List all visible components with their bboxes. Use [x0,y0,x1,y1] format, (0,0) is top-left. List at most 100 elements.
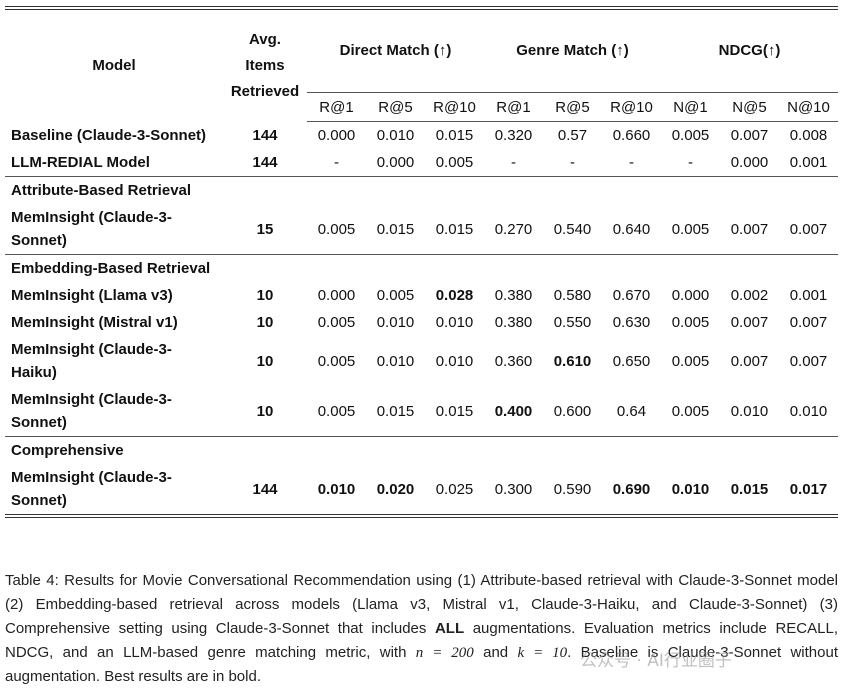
cell: 0.000 [317,287,356,304]
cell: 0.001 [789,154,828,171]
cell: - [629,154,634,171]
cell: 0.000 [730,154,769,171]
cell: 0.007 [789,220,828,238]
cell: 0.005 [671,314,710,331]
cell: 0.015 [435,402,474,420]
cell: 0.010 [317,480,356,498]
metric-header: R@10 [602,92,661,122]
cell: 0.010 [435,314,474,331]
cell: - [688,154,693,171]
cell: 15 [256,220,274,238]
cell: 0.650 [612,352,651,370]
column-header: NDCG(↑) [718,42,781,59]
section-label: Attribute-Based Retrieval [5,176,838,204]
caption: Table 4: Results for Movie Conversationa… [5,569,838,689]
cell: 0.600 [553,402,592,420]
data-row: LLM-REDIAL Model 144 - 0.000 0.005 - - - - 0.000 0… [5,149,838,177]
cell: 0.005 [317,402,356,420]
model-name: LLM-REDIAL Model [11,154,150,171]
cell: 0.005 [671,220,710,238]
metric-header: R@1 [307,92,366,122]
cell: 0.660 [612,127,651,144]
section-label: Comprehensive [5,436,838,464]
cell: 0.005 [671,127,710,144]
cell: 0.002 [730,287,769,304]
cell: 0.270 [494,220,533,238]
cell: 0.630 [612,314,651,331]
cell: 0.640 [612,220,651,238]
data-row: MemInsight (Claude-3-Haiku) 10 0.005 0.010 0… [5,336,838,386]
cell: 0.007 [730,220,769,238]
cell: 0.007 [730,352,769,370]
data-row: MemInsight (Claude-3-Sonnet) 10 0.005 0.015… [5,386,838,437]
cell: 0.010 [435,352,474,370]
model-name: MemInsight (Claude-3-Sonnet) [11,469,172,509]
subheader-row: R@1 R@5 R@10 R@1 R@5 R@10 N@1 N@5 N@10 [5,92,838,122]
cell: 10 [256,314,274,331]
cell: 0.380 [494,287,533,304]
cell: 0.590 [553,480,592,498]
section-label: Embedding-Based Retrieval [5,254,838,282]
cell: 0.010 [376,352,415,370]
cell: 0.540 [553,220,592,238]
caption-text: and [473,644,518,661]
metric-header: R@5 [543,92,602,122]
cell: 0.380 [494,314,533,331]
metric-header: N@1 [661,92,720,122]
cell: 0.015 [376,220,415,238]
cell: 0.005 [317,314,356,331]
caption-text: . Baseline is Claude-3-Sonnet without au… [5,644,838,685]
data-row: Baseline (Claude-3-Sonnet) 144 0.000 0.010 0… [5,122,838,150]
cell: 0.010 [789,402,828,420]
data-row: MemInsight (Mistral v1) 10 0.005 0.010 0.010… [5,309,838,336]
cell: 0.007 [789,314,828,331]
model-name: MemInsight (Claude-3-Sonnet) [11,209,172,249]
cell: 0.550 [553,314,592,331]
metric-header: N@10 [779,92,838,122]
section-row: Comprehensive [5,436,838,464]
model-name: Baseline (Claude-3-Sonnet) [11,126,207,144]
cell: 0.64 [616,402,647,420]
cell: 0.015 [435,127,474,144]
metric-header: R@10 [425,92,484,122]
cell: 0.320 [494,127,533,144]
cell: 10 [256,352,274,370]
cell: - [570,154,575,171]
cell: 0.007 [730,127,769,144]
cell: 0.025 [435,480,474,498]
metric-header: R@5 [366,92,425,122]
column-header: Genre Match (↑) [516,42,629,59]
data-row: MemInsight (Claude-3-Sonnet) 15 0.005 0.015… [5,204,838,255]
cell: 0.015 [730,480,769,498]
cell: 0.010 [730,402,769,420]
cell: 0.000 [376,154,415,171]
column-header: Avg. Items Retrieved [230,30,300,100]
caption-text: augmentations. Evaluation metrics includ… [5,620,838,661]
caption-math: n = 200 [415,645,474,661]
cell: 10 [256,287,274,304]
cell: 0.610 [553,352,592,370]
caption-math: k = 10 [517,645,568,661]
model-name: MemInsight (Claude-3-Haiku) [11,341,172,381]
cell: 0.010 [376,314,415,331]
model-name: MemInsight (Mistral v1) [11,314,178,331]
cell: - [334,154,339,171]
cell: 0.001 [789,287,828,304]
cell: 0.007 [730,314,769,331]
cell: 0.028 [435,287,474,304]
header-row: Model Avg. Items Retrieved Direct Match (↑… [5,8,838,100]
data-row: MemInsight (Llama v3) 10 0.000 0.005 0.028 0.… [5,282,838,309]
cell: 0.015 [376,402,415,420]
cell: 0.000 [317,127,356,144]
cell: 0.020 [376,480,415,498]
cell: 0.005 [671,402,710,420]
cell: - [511,154,516,171]
model-name: MemInsight (Llama v3) [11,287,173,304]
cell: 0.017 [789,480,828,498]
cell: 0.007 [789,352,828,370]
cell: 0.580 [553,287,592,304]
cell: 0.57 [557,127,588,144]
watermark: 公众号 · AI行业圈子 [580,651,732,671]
cell: 0.008 [789,127,828,144]
